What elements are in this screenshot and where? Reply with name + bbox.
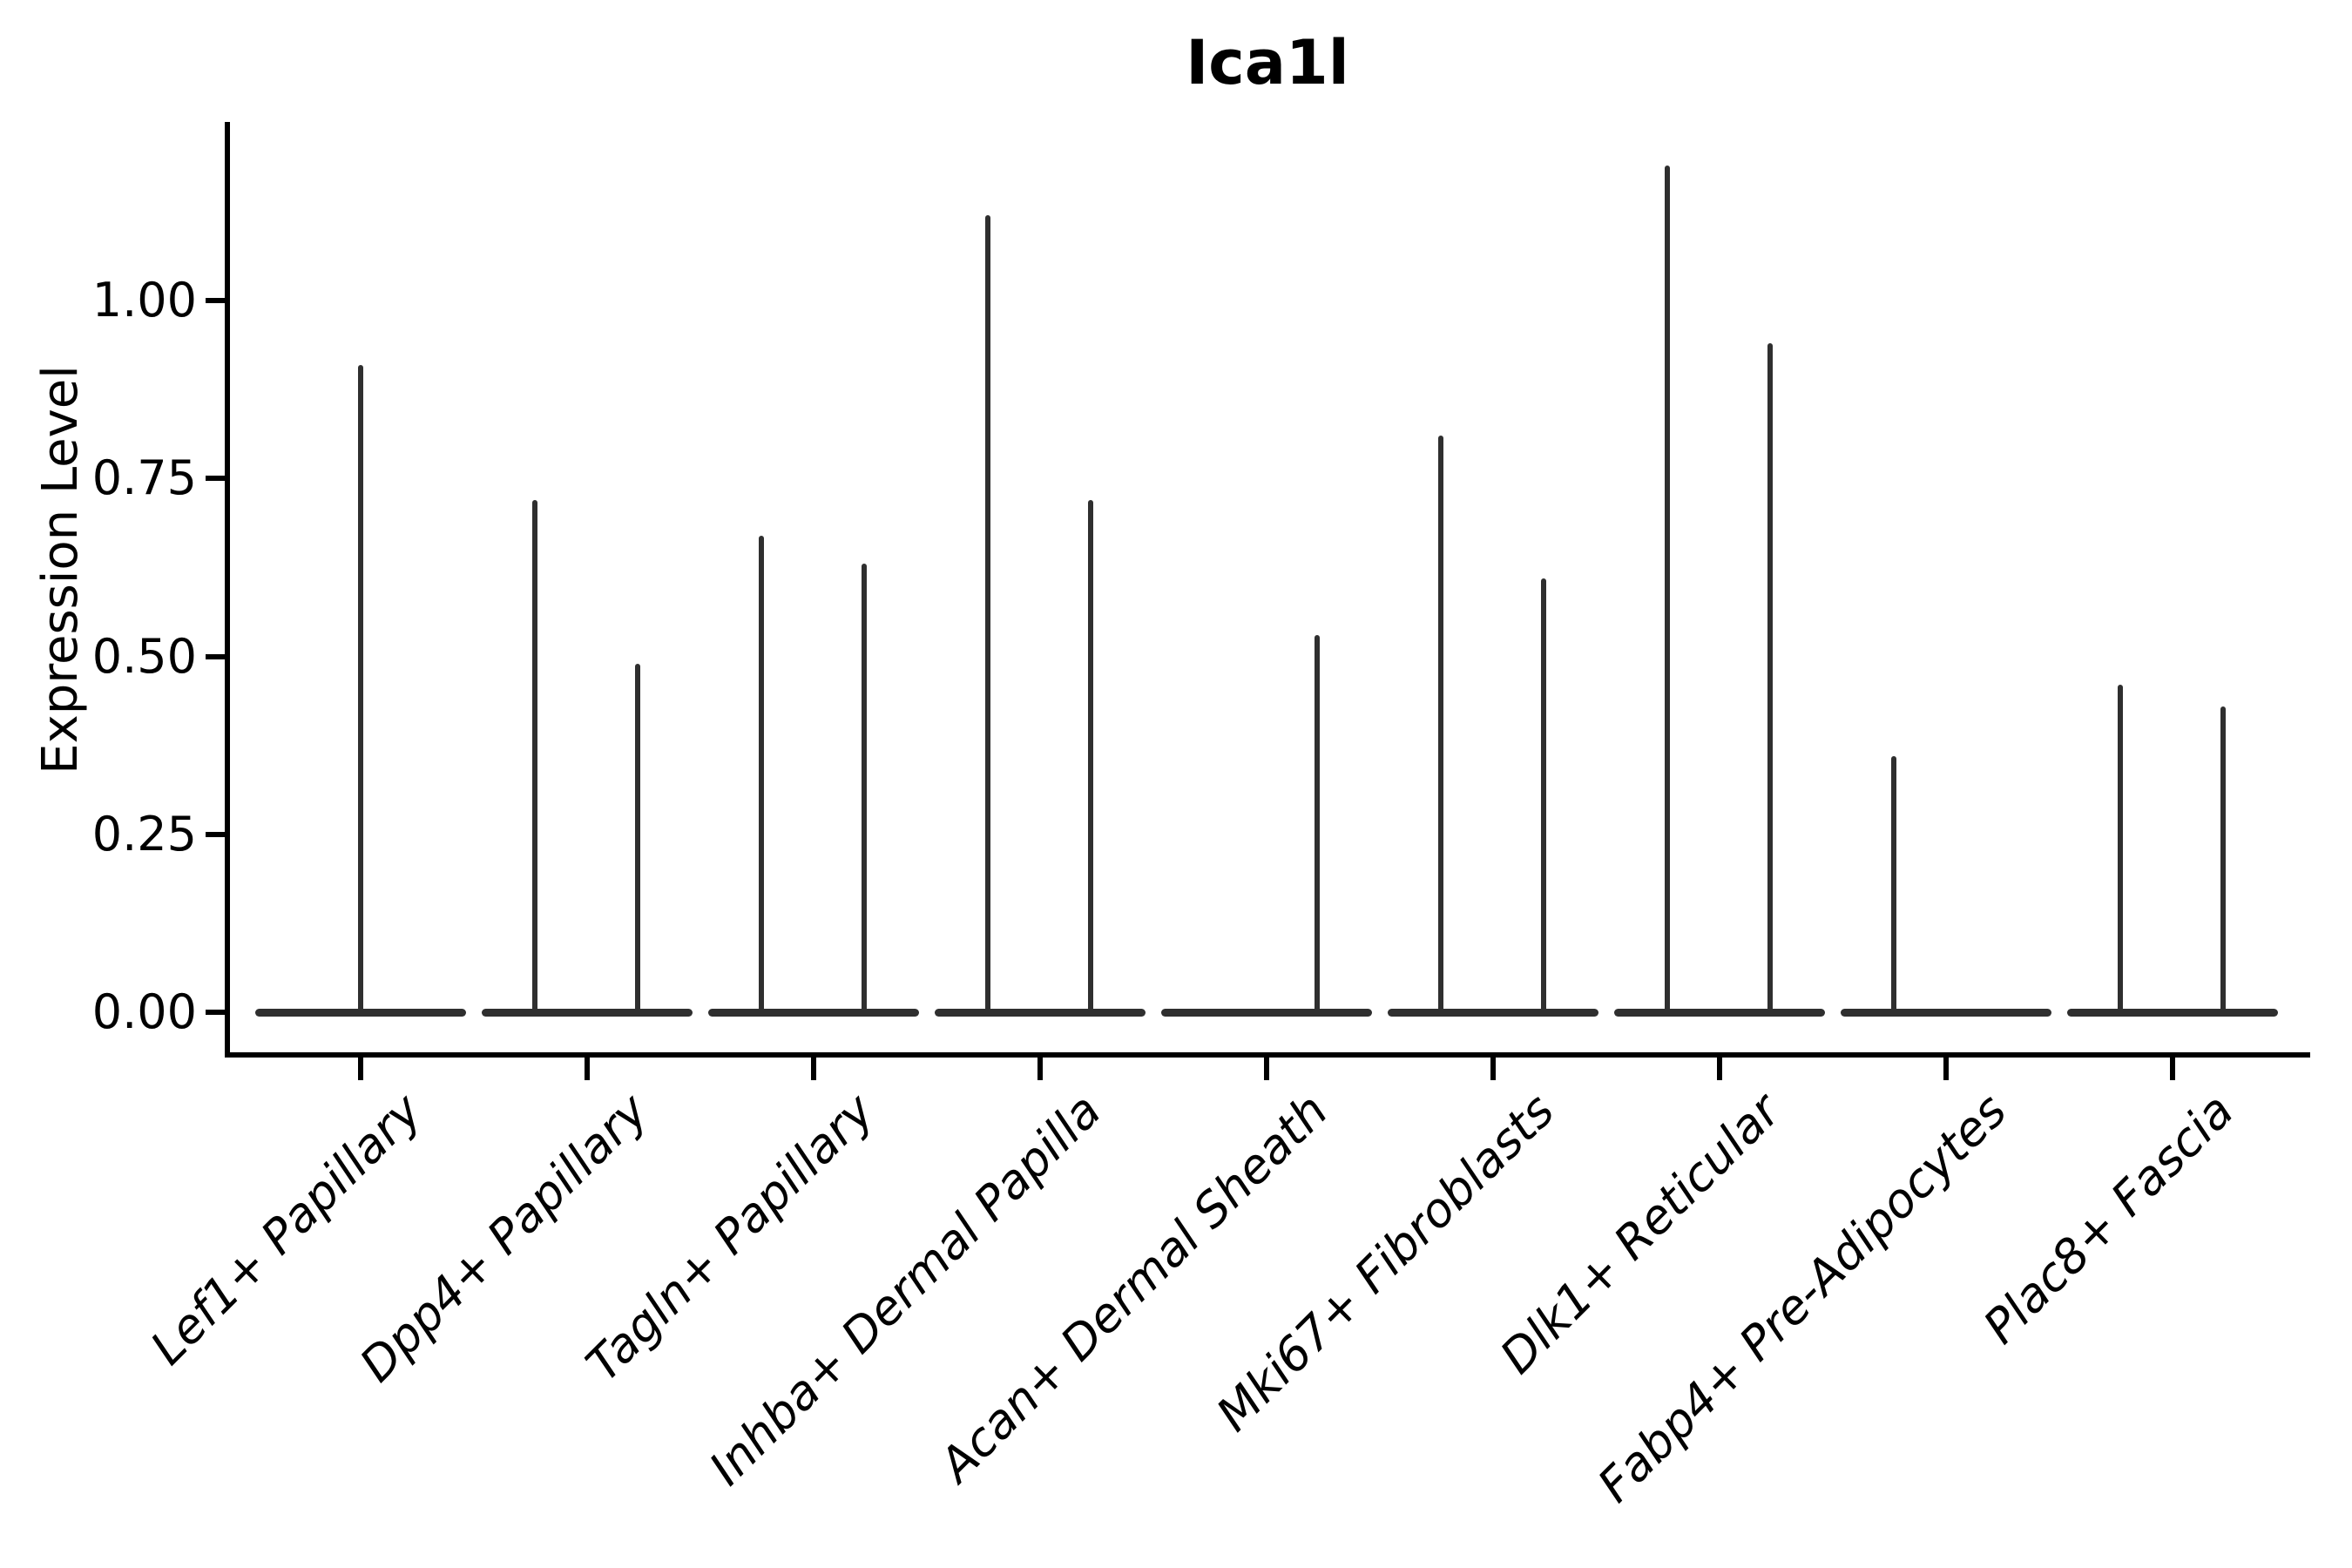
y-tick: [206, 1010, 225, 1015]
x-axis-spine: [225, 1052, 2310, 1058]
x-tick-label: Fabp4+ Pre-Adipocytes: [1587, 1083, 2017, 1513]
violin-spike: [1767, 343, 1773, 1012]
violin-spike: [532, 499, 537, 1012]
y-tick: [206, 476, 225, 482]
y-tick: [206, 831, 225, 837]
x-tick: [1490, 1058, 1496, 1080]
x-tick: [585, 1058, 590, 1080]
y-tick: [206, 653, 225, 659]
chart-title: Ica1l: [1186, 27, 1349, 98]
violin-baseline: [2067, 1008, 2278, 1017]
violin-baseline: [1841, 1008, 2051, 1017]
y-tick-label: 0.75: [91, 450, 197, 506]
violin-spike: [985, 214, 990, 1012]
x-tick: [358, 1058, 363, 1080]
x-tick: [811, 1058, 816, 1080]
x-tick: [1943, 1058, 1949, 1080]
violin-baseline: [1388, 1008, 1598, 1017]
violin-spike: [759, 535, 764, 1012]
x-tick: [1717, 1058, 1722, 1080]
y-axis-label: Expression Level: [32, 365, 89, 774]
violin-spike: [1438, 436, 1443, 1012]
x-tick: [2170, 1058, 2175, 1080]
y-tick-label: 0.25: [91, 806, 197, 862]
y-tick-label: 0.50: [91, 628, 197, 684]
violin-spike: [1088, 499, 1093, 1012]
violin-spike: [1665, 165, 1670, 1012]
y-tick-label: 0.00: [91, 984, 197, 1039]
y-tick: [206, 298, 225, 303]
violin-baseline: [1614, 1008, 1825, 1017]
violin-spike: [358, 364, 363, 1012]
violin-spike: [862, 564, 867, 1012]
violin-spike: [2220, 706, 2226, 1012]
x-tick: [1264, 1058, 1269, 1080]
violin-spike: [1541, 578, 1546, 1012]
violin-spike: [1891, 755, 1896, 1012]
violin-spike: [1315, 634, 1320, 1012]
violin-spike: [2118, 685, 2123, 1012]
violin-baseline: [482, 1008, 693, 1017]
x-tick-label: Acan+ Dermal Sheath: [929, 1083, 1338, 1493]
violin-baseline: [935, 1008, 1146, 1017]
violin-baseline: [708, 1008, 919, 1017]
y-axis-spine: [225, 122, 230, 1058]
violin-spike: [635, 663, 640, 1012]
x-tick: [1037, 1058, 1043, 1080]
violin-baseline: [1161, 1008, 1372, 1017]
violin-baseline: [255, 1008, 466, 1017]
y-tick-label: 1.00: [91, 273, 197, 328]
x-tick-label: Inhba+ Dermal Papilla: [699, 1083, 1112, 1497]
